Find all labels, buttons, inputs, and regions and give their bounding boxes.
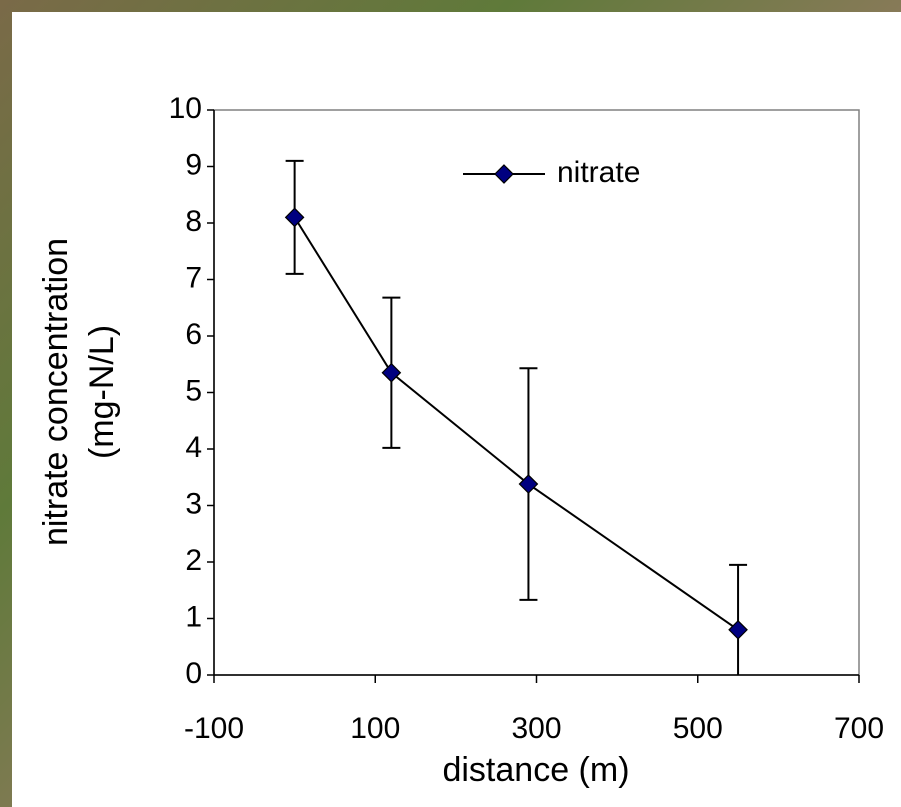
y-tick-label: 5: [185, 374, 202, 407]
y-axis-label: (mg-N/L): [83, 325, 121, 459]
y-tick-label: 7: [185, 261, 202, 294]
plot-layer: [285, 159, 748, 675]
data-point: [728, 619, 748, 640]
data-point: [381, 362, 402, 383]
x-tick-label: -100: [184, 712, 244, 745]
series-line: [293, 216, 739, 631]
legend-label: nitrate: [557, 156, 640, 189]
y-tick-label: 0: [185, 657, 202, 690]
y-tick-label: 4: [185, 431, 202, 464]
data-point: [284, 207, 305, 228]
data-point: [518, 474, 539, 494]
y-axis-label: nitrate concentration: [37, 238, 75, 546]
x-tick-label: 500: [673, 712, 723, 745]
x-tick-label: 100: [350, 712, 400, 745]
x-axis-label: distance (m): [442, 751, 629, 789]
panel: [12, 12, 901, 807]
x-tick-label: 700: [834, 712, 884, 745]
y-tick-label: 1: [185, 600, 202, 633]
y-tick-label: 10: [169, 92, 202, 125]
y-tick-label: 2: [185, 544, 202, 577]
y-tick-label: 3: [185, 487, 202, 520]
x-tick-label: 300: [511, 712, 561, 745]
y-tick-label: 8: [185, 205, 202, 238]
y-tick-label: 6: [185, 318, 202, 351]
legend-marker: [494, 164, 514, 184]
y-tick-label: 9: [185, 148, 202, 181]
